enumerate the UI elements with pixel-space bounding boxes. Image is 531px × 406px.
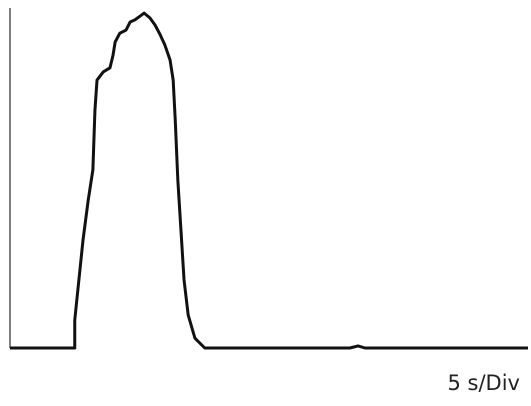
- x-axis-label: 5 s/Div: [448, 371, 521, 395]
- trace-line: [10, 11, 528, 350]
